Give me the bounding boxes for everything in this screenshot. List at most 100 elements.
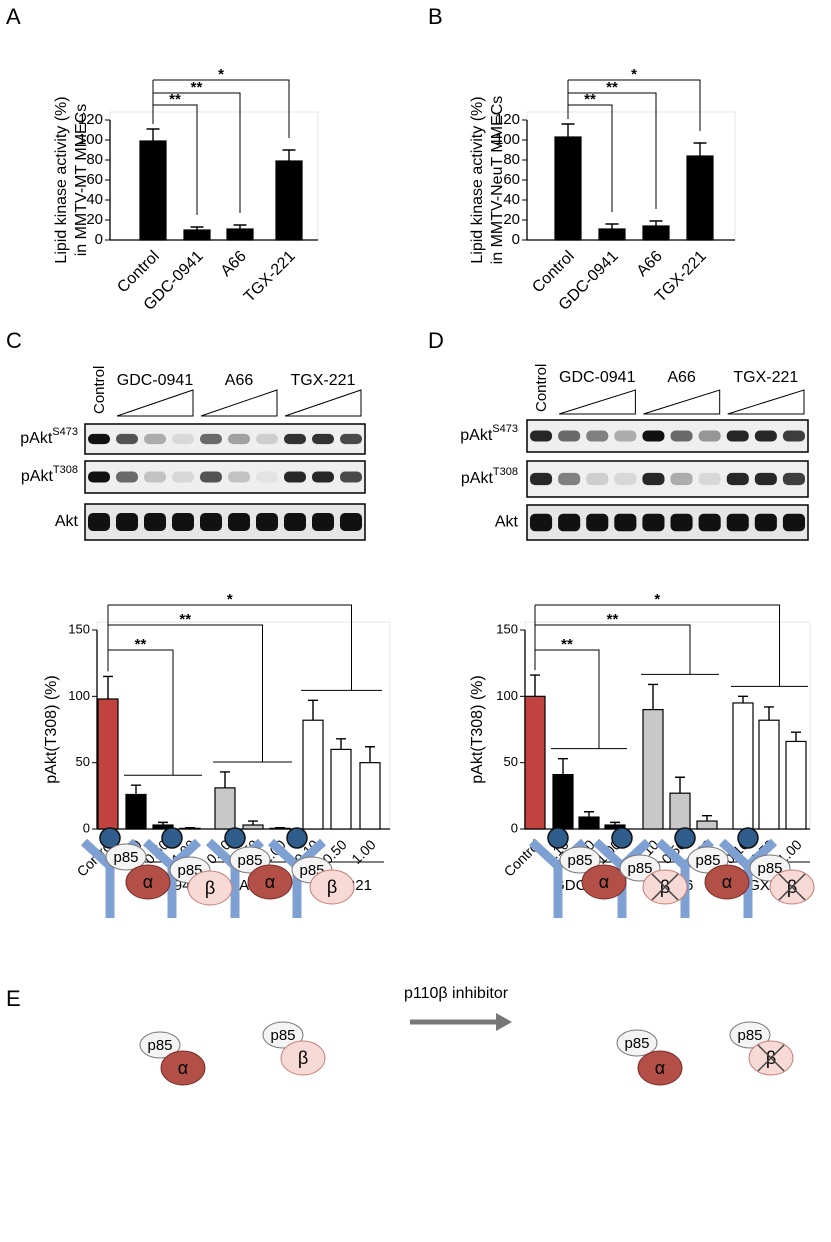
- catalytic-label: β: [327, 877, 337, 897]
- y-tick-label: 0: [83, 820, 90, 835]
- bracket: [153, 92, 241, 213]
- error-bar: [103, 675, 113, 699]
- blot-band: [726, 472, 749, 486]
- y-axis-label: Lipid kinase activity (%): [469, 96, 486, 263]
- blot-band: [782, 513, 805, 532]
- blot-band: [698, 472, 721, 486]
- error-bar: [131, 784, 141, 795]
- error-bar: [146, 128, 160, 141]
- catalytic-label: α: [722, 872, 732, 892]
- blot-band: [312, 471, 334, 483]
- bar: [524, 695, 546, 830]
- p110-beta: [280, 1040, 326, 1076]
- lane-label: Control: [91, 366, 108, 414]
- blot-band: [670, 513, 693, 532]
- y-axis-label: in MMTV-MT MMECs: [73, 104, 90, 257]
- error-bar: [584, 811, 594, 818]
- bar: [578, 816, 600, 830]
- panel-label: B: [428, 4, 443, 29]
- bracket: [108, 649, 174, 776]
- row-label: Akt: [55, 513, 79, 530]
- row-label: pAktS473: [460, 423, 518, 444]
- p85-label: p85: [270, 1027, 295, 1044]
- blot-band: [88, 513, 110, 531]
- p85-label: p85: [147, 1037, 172, 1054]
- error-bar: [738, 695, 748, 703]
- blot-band: [172, 513, 194, 531]
- error-bar: [185, 826, 195, 829]
- y-axis-label: in MMTV-NeuT MMECs: [489, 96, 506, 265]
- p85-subunit: [559, 846, 601, 874]
- bar: [125, 793, 147, 830]
- error-bar: [791, 731, 801, 742]
- blot-band: [312, 433, 334, 445]
- error-bar: [605, 223, 619, 229]
- y-tick-label: 80: [86, 151, 103, 168]
- bracket: [535, 604, 780, 687]
- inhibition-cross: [651, 873, 679, 901]
- treatment-label: TGX-221: [291, 372, 356, 389]
- y-tick-label: 100: [496, 688, 518, 703]
- ligand: [224, 827, 246, 849]
- error-bar: [702, 815, 712, 822]
- row-label-name: pAkt: [461, 470, 494, 487]
- bar: [242, 824, 264, 830]
- p85-subunit: [729, 1021, 771, 1049]
- blot-band: [782, 472, 805, 486]
- blot-band: [726, 430, 749, 442]
- p85-subunit: [616, 1029, 658, 1057]
- y-axis-label: pAkt(T308) (%): [469, 675, 486, 783]
- error-bar: [336, 738, 346, 750]
- p85-label: p85: [757, 860, 782, 877]
- blot-band: [116, 471, 138, 483]
- blot-band: [530, 513, 553, 532]
- blot-band: [312, 513, 334, 531]
- blot-band: [284, 513, 306, 531]
- bracket: [153, 79, 290, 138]
- panel-label: D: [428, 328, 444, 353]
- y-tick-label: 60: [503, 171, 520, 188]
- p110-alpha: [125, 864, 171, 900]
- blot-band: [614, 430, 637, 442]
- y-tick-label: 40: [503, 191, 520, 208]
- bar: [785, 740, 807, 830]
- row-label-site: T308: [493, 466, 518, 478]
- blot-band: [530, 472, 553, 486]
- dose-wedge: [643, 389, 721, 415]
- blot-band: [614, 472, 637, 486]
- bar: [139, 140, 167, 241]
- bar: [275, 160, 303, 241]
- row-label: pAktT308: [461, 466, 518, 487]
- y-tick-label: 50: [76, 754, 90, 769]
- error-bar: [610, 821, 620, 826]
- ligand: [99, 827, 121, 849]
- error-bar: [693, 142, 707, 156]
- p85-label: p85: [567, 852, 592, 869]
- blot-band: [340, 433, 362, 445]
- blot-band: [144, 433, 166, 445]
- row-label: pAktT308: [21, 464, 78, 485]
- blot-band: [726, 513, 749, 532]
- row-label-name: Akt: [495, 514, 519, 531]
- ligand: [611, 827, 633, 849]
- p85-subunit: [262, 1021, 304, 1049]
- blot-band: [284, 433, 306, 445]
- row-label-site: T308: [53, 464, 78, 476]
- treatment-label: GDC-0941: [117, 372, 194, 389]
- blot-band: [284, 471, 306, 483]
- bar: [330, 748, 352, 830]
- ligand: [161, 827, 183, 849]
- treatment-label: GDC-0941: [559, 369, 636, 386]
- catalytic-label: α: [265, 872, 275, 892]
- y-tick-label: 20: [86, 211, 103, 228]
- y-tick-label: 120: [495, 111, 520, 128]
- blot-band: [754, 472, 777, 486]
- bracket: [535, 624, 691, 675]
- dose-wedge: [200, 389, 278, 417]
- bracket: [153, 104, 198, 215]
- p110-alpha: [247, 864, 293, 900]
- error-bar: [530, 674, 540, 697]
- blot-band: [558, 430, 581, 442]
- lane-label: Control: [533, 364, 550, 412]
